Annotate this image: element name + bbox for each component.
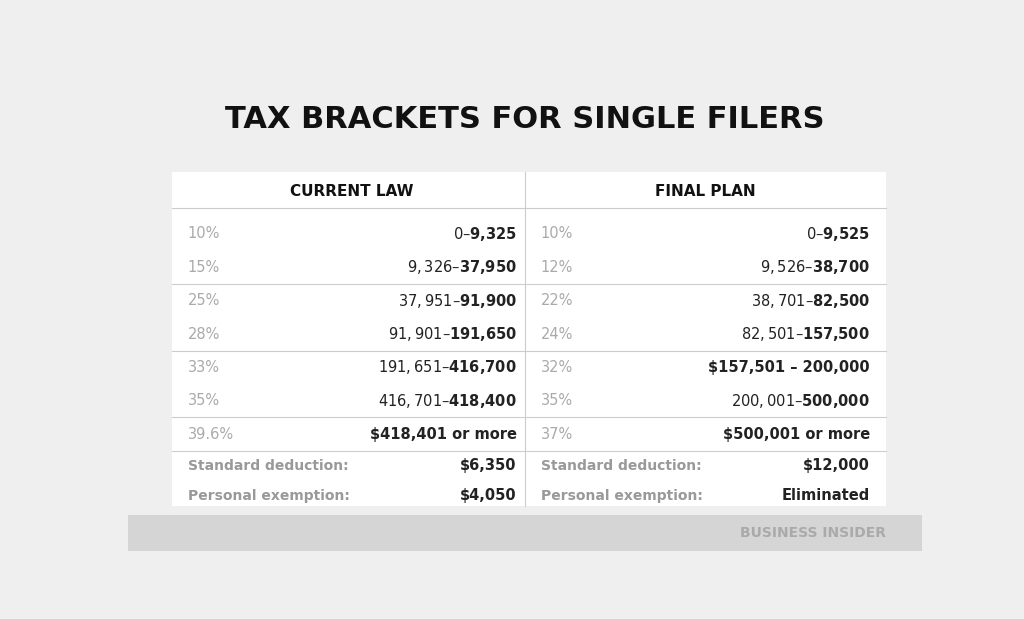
Text: $9,526 – $38,700: $9,526 – $38,700 [760, 258, 870, 276]
Text: 10%: 10% [187, 227, 220, 241]
Text: Eliminated: Eliminated [781, 488, 870, 503]
Text: Personal exemption:: Personal exemption: [541, 489, 702, 503]
Text: $418,401 or more: $418,401 or more [370, 426, 517, 441]
Text: 12%: 12% [541, 260, 573, 275]
Text: 15%: 15% [187, 260, 220, 275]
Text: $416,701 – $418,400: $416,701 – $418,400 [378, 392, 517, 410]
Text: TAX BRACKETS FOR SINGLE FILERS: TAX BRACKETS FOR SINGLE FILERS [225, 105, 824, 134]
Text: 37%: 37% [541, 426, 572, 441]
Text: $9,326 – $37,950: $9,326 – $37,950 [408, 258, 517, 276]
Text: $0 – $9,325: $0 – $9,325 [453, 225, 517, 243]
Text: $6,350: $6,350 [461, 458, 517, 474]
Text: FINAL PLAN: FINAL PLAN [655, 184, 756, 199]
Text: $191,651 – $416,700: $191,651 – $416,700 [378, 358, 517, 376]
Text: $200,001 – $500,000: $200,001 – $500,000 [731, 392, 870, 410]
Text: 33%: 33% [187, 360, 219, 375]
Text: $82,501 – $157,500: $82,501 – $157,500 [741, 325, 870, 343]
Text: 35%: 35% [187, 393, 219, 409]
Text: 25%: 25% [187, 293, 220, 308]
Text: Standard deduction:: Standard deduction: [187, 459, 348, 473]
Text: 35%: 35% [541, 393, 572, 409]
Text: $4,050: $4,050 [460, 488, 517, 503]
Text: $37,951 – $91,900: $37,951 – $91,900 [397, 292, 517, 310]
Text: $91,901 – $191,650: $91,901 – $191,650 [388, 325, 517, 343]
Text: Personal exemption:: Personal exemption: [187, 489, 349, 503]
Text: $0 – $9,525: $0 – $9,525 [806, 225, 870, 243]
Text: Standard deduction:: Standard deduction: [541, 459, 701, 473]
Text: $38,701 – $82,500: $38,701 – $82,500 [751, 292, 870, 310]
Text: 32%: 32% [541, 360, 572, 375]
Text: 39.6%: 39.6% [187, 426, 233, 441]
Text: 28%: 28% [187, 327, 220, 342]
Text: 24%: 24% [541, 327, 573, 342]
Text: 22%: 22% [541, 293, 573, 308]
Text: 10%: 10% [541, 227, 573, 241]
FancyBboxPatch shape [128, 515, 922, 551]
Text: CURRENT LAW: CURRENT LAW [291, 184, 414, 199]
Text: $500,001 or more: $500,001 or more [723, 426, 870, 441]
Text: $157,501 – 200,000: $157,501 – 200,000 [709, 360, 870, 375]
Text: $12,000: $12,000 [803, 458, 870, 474]
Text: BUSINESS INSIDER: BUSINESS INSIDER [740, 526, 886, 540]
FancyBboxPatch shape [172, 172, 886, 506]
